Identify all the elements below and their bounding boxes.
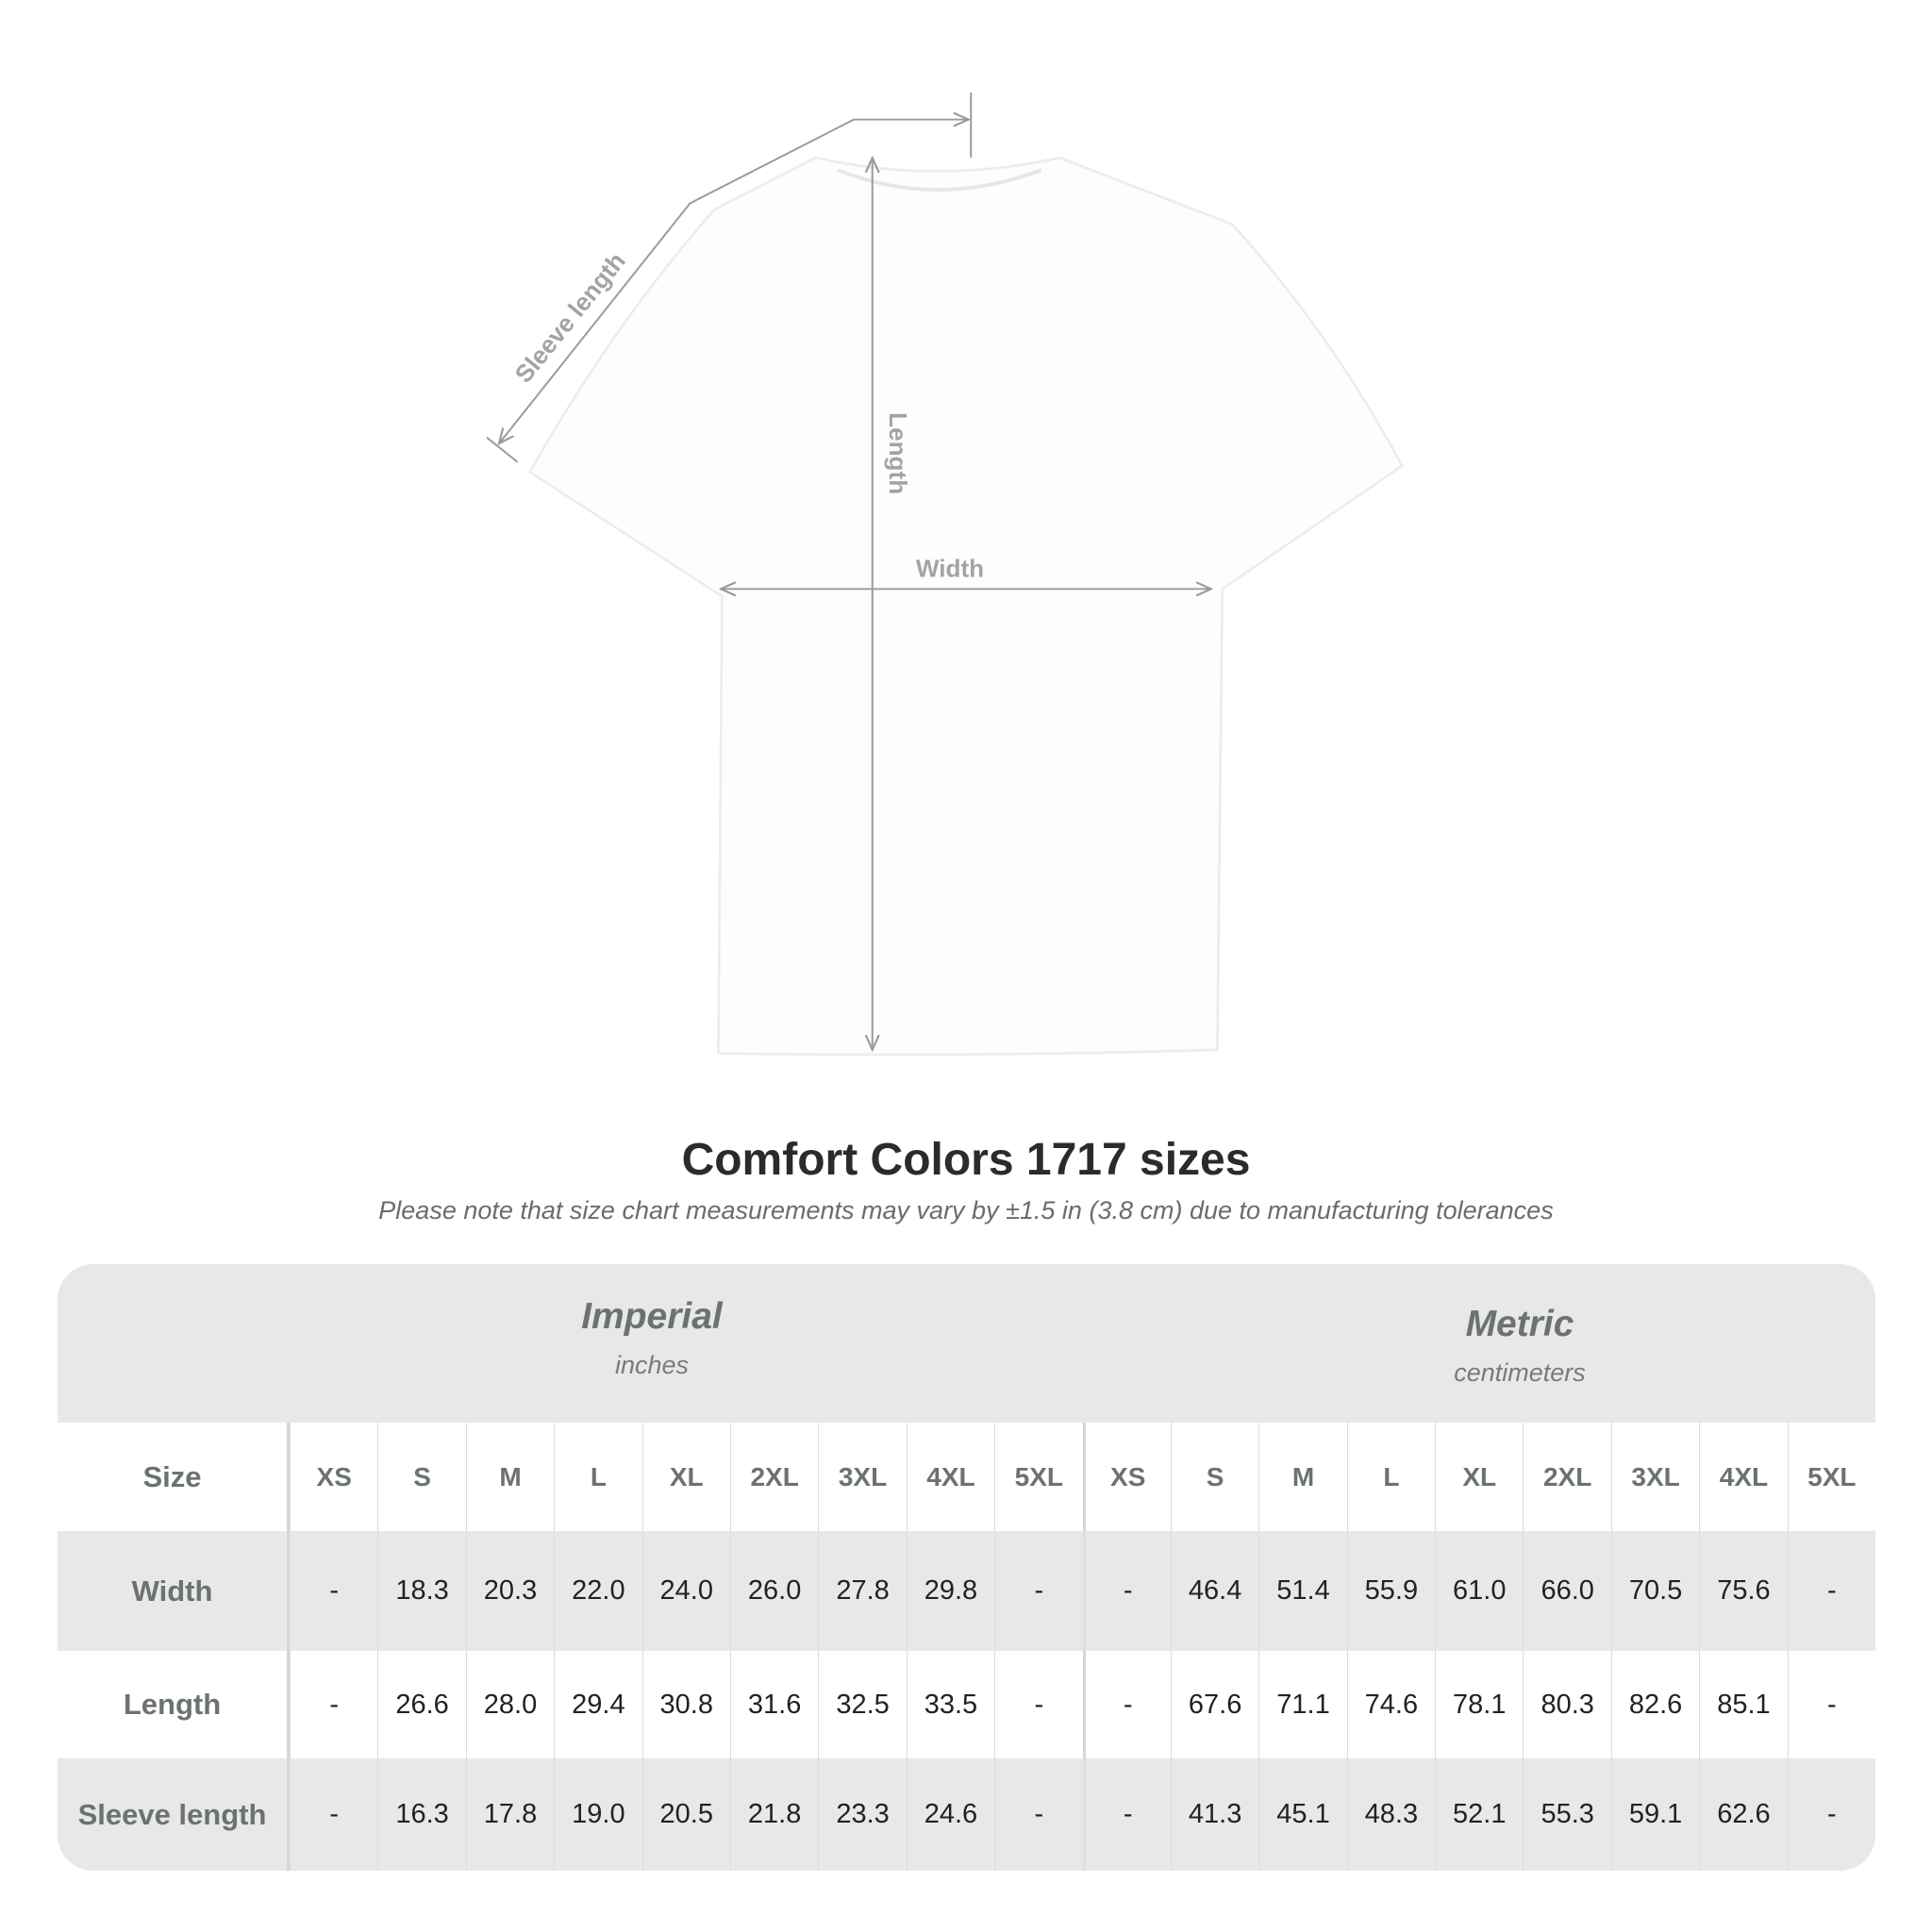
metric-size-M: M — [1258, 1423, 1346, 1531]
row-label: Width — [58, 1531, 290, 1651]
imperial-value-cell: 32.5 — [818, 1651, 906, 1758]
imperial-size-M: M — [465, 1423, 554, 1531]
imperial-value-cell: 26.6 — [377, 1651, 465, 1758]
imperial-value-cell: 29.8 — [906, 1531, 994, 1651]
table-header-band — [58, 1264, 1875, 1423]
metric-value-cell: 75.6 — [1699, 1531, 1787, 1651]
imperial-unit: inches — [614, 1351, 690, 1379]
imperial-value-cell: - — [290, 1651, 377, 1758]
sleeve-tick-left — [486, 436, 519, 463]
metric-value-cell: 66.0 — [1523, 1531, 1610, 1651]
imperial-value-cell: 17.8 — [465, 1758, 554, 1871]
size-header-row: Size XS S M L XL 2XL 3XL 4XL 5XL XS S M L XL 2XL 3XL 4XL 5… — [58, 1423, 1875, 1531]
imperial-value-cell: 18.3 — [377, 1531, 465, 1651]
table-row-width: Width -18.3 20.3 22.0 24.0 26.0 27.8 29.8- -46.4… — [58, 1531, 1875, 1651]
metric-value-cell: 45.1 — [1258, 1758, 1346, 1871]
imperial-value-cell: 24.0 — [641, 1531, 730, 1651]
imperial-value-cell: 23.3 — [818, 1758, 906, 1871]
imperial-value-cell: 16.3 — [377, 1758, 465, 1871]
table-row-length: Length -26.6 28.0 29.4 30.8 31.6 32.5 33.5- -67.… — [58, 1651, 1875, 1758]
metric-value-cell: - — [1787, 1758, 1875, 1871]
imperial-size-4XL: 4XL — [906, 1423, 994, 1531]
size-table: Imperial inches Metric centimeters Size X… — [58, 1264, 1875, 1871]
metric-value-cell: - — [1787, 1531, 1875, 1651]
imperial-value-cell: 30.8 — [641, 1651, 730, 1758]
imperial-label: Imperial — [581, 1296, 723, 1337]
tshirt-shape — [527, 156, 1405, 1057]
sleeve-measure-line — [499, 120, 969, 444]
row-label: Length — [58, 1651, 290, 1758]
imperial-value-cell: 33.5 — [906, 1651, 994, 1758]
imperial-size-XL: XL — [641, 1423, 730, 1531]
metric-value-cell: - — [1082, 1651, 1171, 1758]
metric-size-XS: XS — [1082, 1423, 1171, 1531]
metric-value-cell: 55.9 — [1346, 1531, 1435, 1651]
imperial-value-cell: 19.0 — [554, 1758, 641, 1871]
imperial-header: Imperial inches — [369, 1296, 935, 1380]
imperial-value-cell: 22.0 — [554, 1531, 641, 1651]
imperial-value-cell: 31.6 — [729, 1651, 818, 1758]
metric-size-S: S — [1170, 1423, 1258, 1531]
metric-value-cell: 80.3 — [1523, 1651, 1610, 1758]
metric-value-cell: 82.6 — [1610, 1651, 1699, 1758]
metric-value-cell: 48.3 — [1346, 1758, 1435, 1871]
imperial-size-5XL: 5XL — [994, 1423, 1082, 1531]
metric-header: Metric centimeters — [1237, 1304, 1803, 1388]
metric-size-3XL: 3XL — [1610, 1423, 1699, 1531]
row-label: Sleeve length — [58, 1758, 290, 1871]
imperial-size-2XL: 2XL — [729, 1423, 818, 1531]
imperial-value-cell: - — [994, 1531, 1082, 1651]
imperial-value-cell: 27.8 — [818, 1531, 906, 1651]
imperial-value-cell: - — [290, 1758, 377, 1871]
metric-size-XL: XL — [1435, 1423, 1523, 1531]
metric-unit: centimeters — [1454, 1358, 1586, 1387]
imperial-size-XS: XS — [290, 1423, 377, 1531]
imperial-value-cell: 29.4 — [554, 1651, 641, 1758]
metric-value-cell: 41.3 — [1170, 1758, 1258, 1871]
imperial-value-cell: 24.6 — [906, 1758, 994, 1871]
imperial-size-L: L — [554, 1423, 641, 1531]
metric-value-cell: 59.1 — [1610, 1758, 1699, 1871]
metric-size-4XL: 4XL — [1699, 1423, 1787, 1531]
imperial-value-cell: 21.8 — [729, 1758, 818, 1871]
metric-value-cell: - — [1787, 1651, 1875, 1758]
metric-size-L: L — [1346, 1423, 1435, 1531]
metric-value-cell: 70.5 — [1610, 1531, 1699, 1651]
tolerance-note: Please note that size chart measurements… — [378, 1196, 1554, 1224]
width-label: Width — [916, 554, 984, 582]
metric-value-cell: 71.1 — [1258, 1651, 1346, 1758]
metric-value-cell: 51.4 — [1258, 1531, 1346, 1651]
metric-value-cell: 52.1 — [1435, 1758, 1523, 1871]
metric-size-5XL: 5XL — [1787, 1423, 1875, 1531]
table-row-sleeve-length: Sleeve length -16.3 17.8 19.0 20.5 21.8 23.3 24… — [58, 1758, 1875, 1871]
metric-value-cell: 46.4 — [1170, 1531, 1258, 1651]
metric-value-cell: 78.1 — [1435, 1651, 1523, 1758]
imperial-value-cell: 28.0 — [465, 1651, 554, 1758]
page-title: Comfort Colors 1717 sizes — [681, 1135, 1251, 1185]
metric-size-2XL: 2XL — [1523, 1423, 1610, 1531]
length-label: Length — [884, 412, 912, 494]
metric-value-cell: 67.6 — [1170, 1651, 1258, 1758]
imperial-size-S: S — [377, 1423, 465, 1531]
imperial-value-cell: - — [994, 1651, 1082, 1758]
metric-label: Metric — [1465, 1304, 1574, 1344]
imperial-value-cell: 20.5 — [641, 1758, 730, 1871]
metric-value-cell: 61.0 — [1435, 1531, 1523, 1651]
imperial-value-cell: - — [290, 1531, 377, 1651]
imperial-value-cell: 26.0 — [729, 1531, 818, 1651]
size-label: Size — [58, 1423, 290, 1531]
metric-value-cell: 55.3 — [1523, 1758, 1610, 1871]
metric-value-cell: - — [1082, 1758, 1171, 1871]
imperial-size-3XL: 3XL — [818, 1423, 906, 1531]
metric-value-cell: 85.1 — [1699, 1651, 1787, 1758]
metric-value-cell: 74.6 — [1346, 1651, 1435, 1758]
metric-value-cell: 62.6 — [1699, 1758, 1787, 1871]
metric-value-cell: - — [1082, 1531, 1171, 1651]
imperial-value-cell: 20.3 — [465, 1531, 554, 1651]
imperial-value-cell: - — [994, 1758, 1082, 1871]
